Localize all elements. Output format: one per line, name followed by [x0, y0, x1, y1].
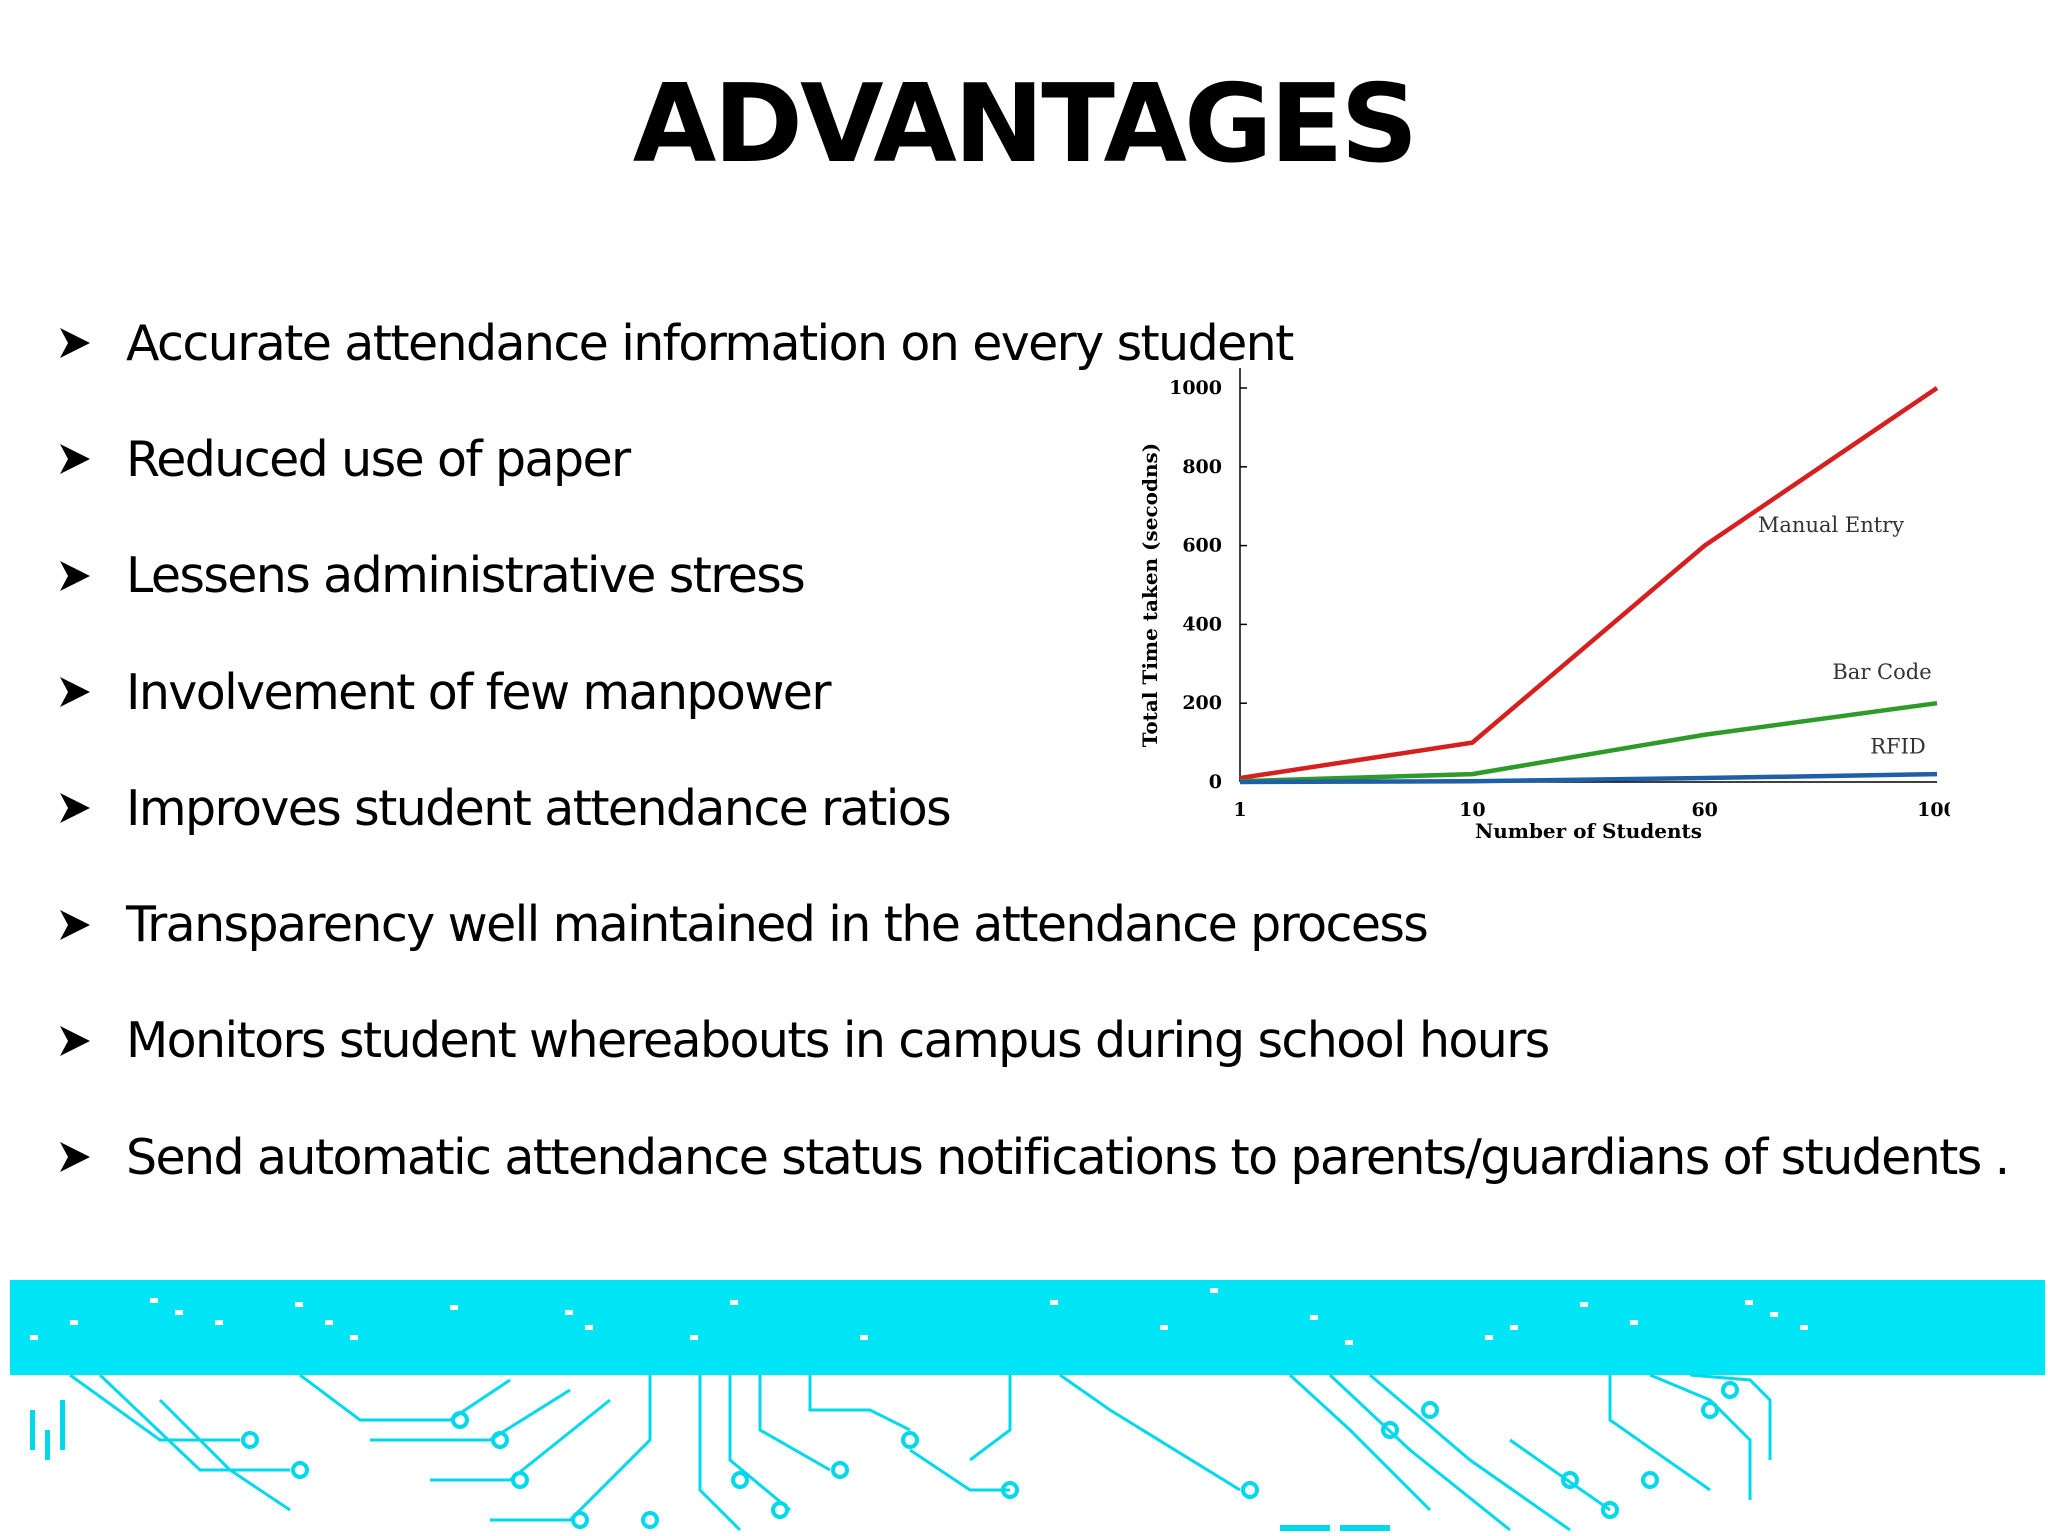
series-line-manual-entry [1239, 386, 1939, 781]
list-item: Involvement of few manpower [58, 634, 2009, 750]
bullet-text: Improves student attendance ratios [126, 779, 952, 837]
y-tick-label: 600 [1182, 535, 1222, 557]
x-axis-label: Number of Students [1475, 819, 1702, 840]
series-line-bar-code [1239, 700, 1938, 784]
arrowhead-icon [58, 1132, 126, 1182]
arrowhead-icon [58, 434, 126, 484]
list-item: Improves student attendance ratios [58, 750, 2009, 866]
x-tick-label: 10 [1459, 799, 1485, 821]
y-tick-label: 0 [1209, 771, 1222, 793]
bullet-text: Send automatic attendance status notific… [126, 1128, 2010, 1186]
circuit-board-decoration [10, 1280, 2045, 1532]
arrowhead-icon [58, 318, 126, 368]
arrowhead-icon [58, 667, 126, 717]
x-tick-label: 100 [1917, 799, 1950, 821]
time-comparison-chart: 0 200 400 600 800 1000 1 10 60 100 Number of Stud… [1138, 368, 1950, 840]
list-item: Transparency well maintained in the atte… [58, 866, 2009, 982]
chart-axes [1239, 368, 1937, 783]
list-item: Accurate attendance information on every… [58, 285, 2009, 401]
bullet-text: Monitors student whereabouts in campus d… [126, 1012, 1550, 1070]
advantages-list: Accurate attendance information on every… [58, 285, 2010, 1215]
list-item: Lessens administrative stress [58, 518, 2009, 634]
series-line-rfid [1239, 771, 1938, 785]
bullet-text: Lessens administrative stress [126, 547, 806, 605]
circuit-pads [241, 1381, 1739, 1529]
y-tick-label: 200 [1182, 692, 1222, 714]
x-tick-label: 1 [1233, 799, 1246, 821]
arrowhead-icon [58, 783, 126, 833]
circuit-traces [69, 1373, 1772, 1532]
y-tick-label: 800 [1182, 456, 1222, 478]
cyan-band [10, 1280, 2045, 1375]
y-tick-label: 400 [1182, 613, 1222, 635]
series-label-rfid: RFID [1870, 735, 1926, 759]
x-tick-label: 60 [1691, 799, 1717, 821]
arrowhead-icon [58, 1016, 126, 1066]
bullet-text: Accurate attendance information on every… [126, 314, 1294, 372]
arrowhead-icon [58, 900, 126, 950]
circuit-dots [30, 1288, 1808, 1345]
slide-title: ADVANTAGES [632, 62, 1419, 187]
chart-ticks: 0 200 400 600 800 1000 1 10 60 100 [1169, 377, 1950, 821]
chart-series [1239, 386, 1939, 785]
bullet-text: Transparency well maintained in the atte… [126, 896, 1429, 954]
series-label-manual-entry: Manual Entry [1758, 513, 1904, 537]
arrowhead-icon [58, 551, 126, 601]
list-item: Send automatic attendance status notific… [58, 1099, 2010, 1215]
bullet-text: Involvement of few manpower [126, 663, 831, 721]
y-tick-label: 1000 [1169, 377, 1222, 399]
y-axis-label: Total Time taken (secodns) [1138, 443, 1162, 748]
series-label-bar-code: Bar Code [1832, 660, 1931, 684]
chart-labels: Number of Students Total Time taken (seco… [1138, 443, 1932, 840]
bullet-text: Reduced use of paper [126, 430, 631, 488]
list-item: Monitors student whereabouts in campus d… [58, 983, 2009, 1099]
list-item: Reduced use of paper [58, 401, 2009, 517]
